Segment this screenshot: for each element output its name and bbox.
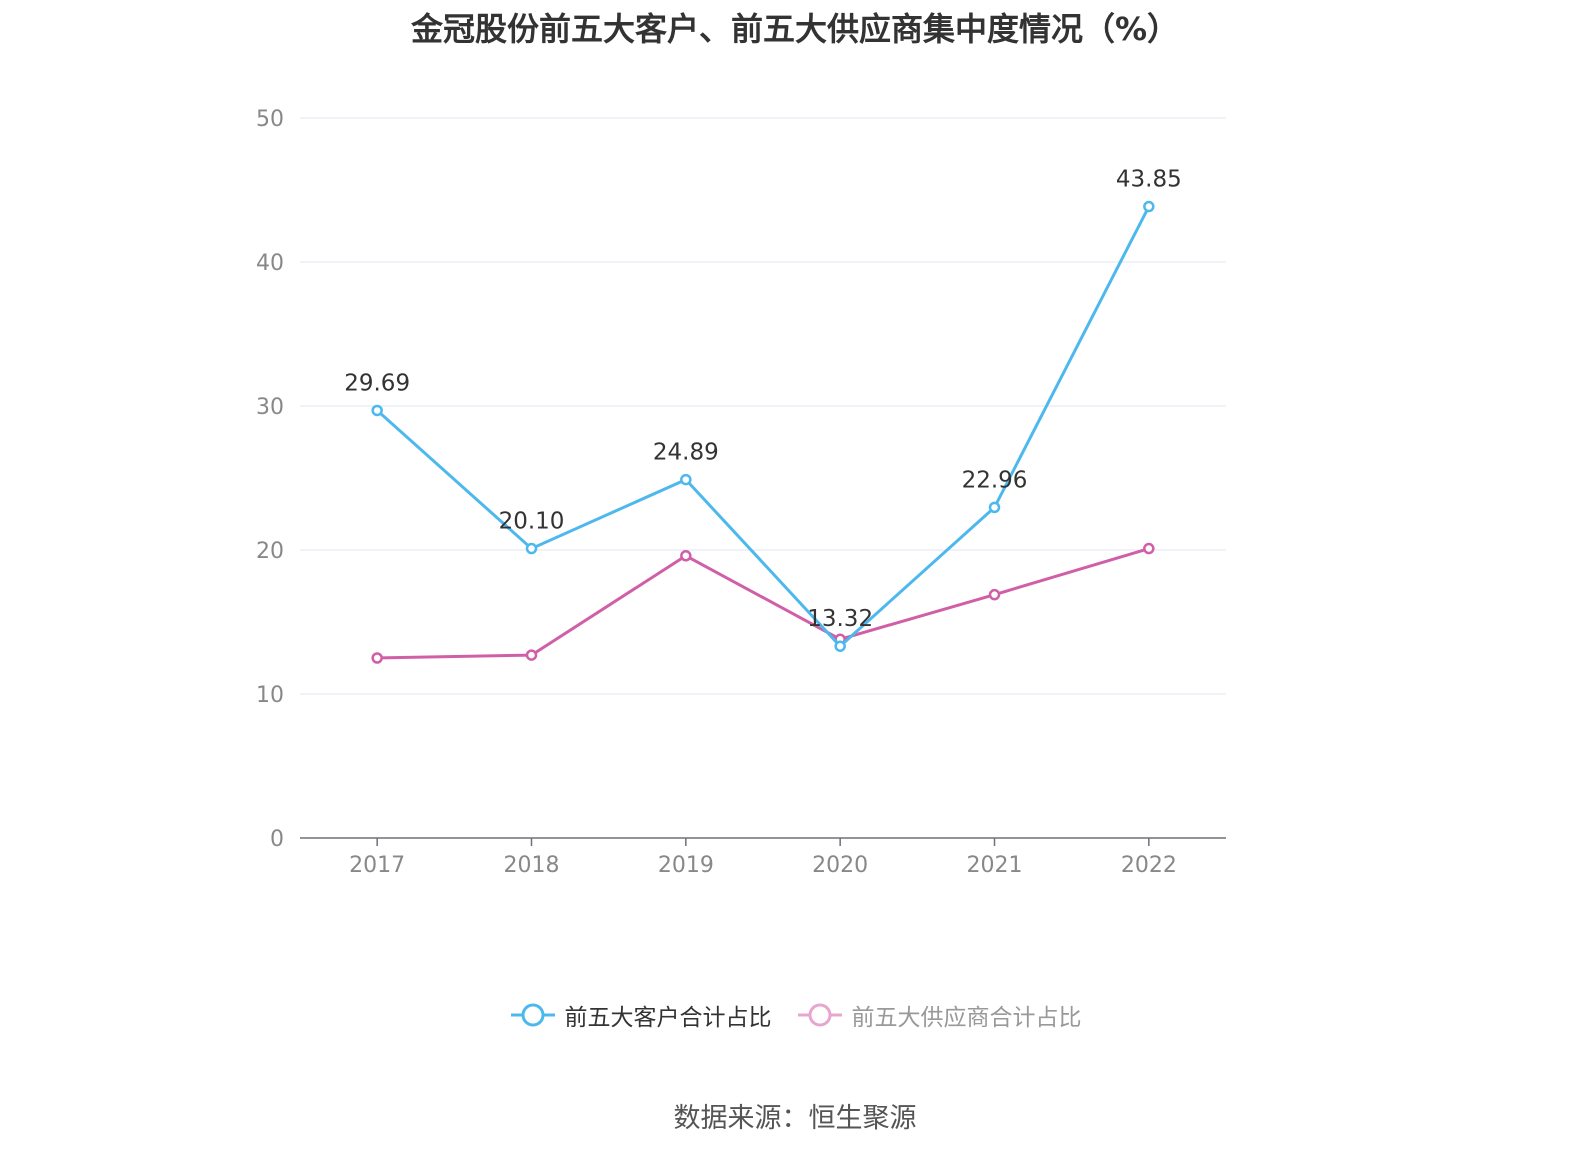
y-tick-label: 0 [270, 827, 284, 852]
y-tick-label: 50 [256, 107, 284, 132]
data-point-customers[interactable] [525, 542, 538, 555]
line-chart: 0 10 20 30 40 50 2017 2018 2019 2020 2021 2022 29.69… [256, 107, 1226, 878]
legend-label-customers: 前五大客户合计占比 [564, 1005, 772, 1031]
legend-marker-customers-icon [510, 1003, 555, 1027]
legend-marker-suppliers-icon [797, 1003, 842, 1027]
data-point-suppliers[interactable] [680, 550, 692, 562]
x-tick-label: 2020 [812, 853, 868, 878]
data-label: 13.32 [807, 606, 873, 632]
data-point-suppliers[interactable] [1143, 542, 1155, 555]
data-label: 43.85 [1116, 167, 1182, 193]
legend-item-customers[interactable]: 前五大客户合计占比 [509, 998, 772, 1032]
data-label: 22.96 [962, 467, 1028, 493]
x-tick-label: 2019 [658, 853, 714, 878]
data-point-customers[interactable] [1143, 200, 1155, 213]
y-tick-label: 20 [256, 539, 284, 564]
y-tick-label: 10 [256, 683, 284, 708]
legend-label-suppliers: 前五大供应商合计占比 [851, 1005, 1082, 1031]
x-tick-label: 2022 [1121, 853, 1177, 878]
x-tick-label: 2017 [349, 853, 405, 878]
data-point-suppliers[interactable] [371, 652, 383, 664]
chart-title: 金冠股份前五大客户、前五大供应商集中度情况（%） [410, 10, 1180, 48]
x-tick-label: 2021 [967, 853, 1023, 878]
x-tick-label: 2018 [504, 853, 560, 878]
data-label: 29.69 [344, 370, 410, 396]
y-tick-label: 30 [256, 395, 284, 420]
data-label: 20.10 [499, 509, 565, 535]
data-source: 数据来源：恒生聚源 [673, 1103, 917, 1134]
data-point-customers[interactable] [988, 501, 1001, 514]
series-line-customers [376, 205, 1151, 648]
data-point-suppliers[interactable] [988, 588, 1001, 601]
legend: 前五大客户合计占比 前五大供应商合计占比 [0, 998, 1590, 1032]
data-label: 24.89 [653, 440, 719, 466]
data-point-suppliers[interactable] [525, 649, 538, 661]
data-point-customers[interactable] [680, 473, 692, 486]
series-line-suppliers [377, 547, 1150, 660]
data-point-customers[interactable] [371, 404, 383, 417]
y-tick-label: 40 [256, 251, 284, 276]
legend-item-suppliers[interactable]: 前五大供应商合计占比 [796, 998, 1082, 1032]
data-point-customers[interactable] [834, 640, 846, 652]
